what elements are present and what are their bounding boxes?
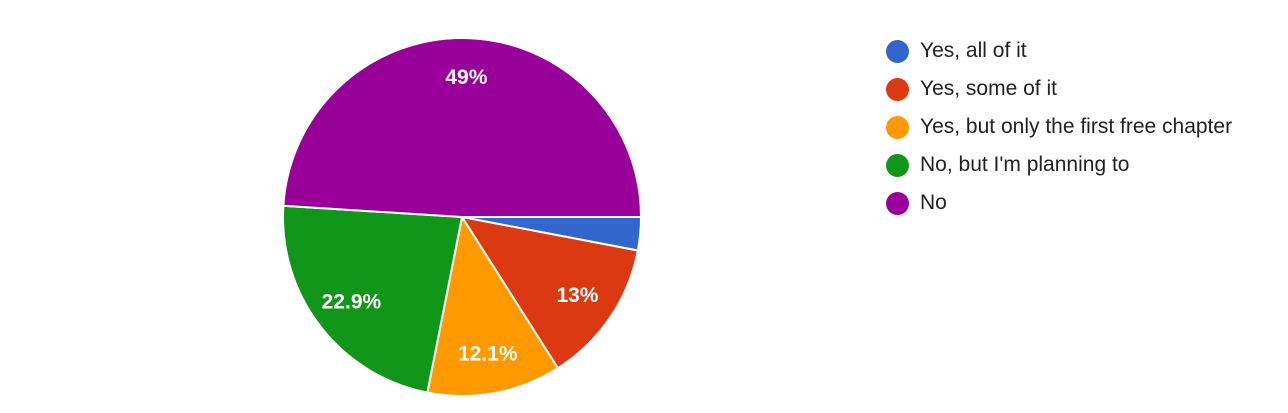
pie-slices [282, 37, 643, 397]
legend-swatch-yes-all [886, 39, 909, 63]
legend-swatch-yes-some [886, 77, 909, 101]
chart-legend: Yes, all of it Yes, some of it Yes, but … [886, 32, 1232, 222]
legend-label-no: No [920, 191, 947, 214]
pie-label-no: 49% [445, 66, 487, 89]
legend-item-no[interactable]: No [886, 184, 1232, 222]
pie-slice-no[interactable] [282, 37, 643, 218]
legend-label-first-chapter: Yes, but only the first free chapter [920, 115, 1233, 138]
legend-label-yes-some: Yes, some of it [920, 77, 1057, 100]
legend-item-planning[interactable]: No, but I'm planning to [886, 146, 1232, 184]
pie-label-planning: 22.9% [322, 291, 382, 314]
pie-slice-yes-some[interactable] [459, 215, 639, 370]
legend-swatch-first-chapter [886, 115, 909, 139]
legend-swatch-no [886, 191, 909, 215]
legend-item-first-chapter[interactable]: Yes, but only the first free chapter [886, 108, 1232, 146]
legend-item-yes-all[interactable]: Yes, all of it [886, 32, 1232, 70]
pie-label-yes-some: 13% [556, 284, 598, 307]
pie-chart: 13% 12.1% 22.9% 49% [282, 37, 643, 397]
pie-slice-labels: 13% 12.1% 22.9% 49% [322, 66, 599, 366]
legend-item-yes-some[interactable]: Yes, some of it [886, 70, 1232, 108]
legend-label-yes-all: Yes, all of it [920, 39, 1027, 62]
pie-label-first-chapter: 12.1% [458, 343, 518, 366]
pie-slice-first-chapter[interactable] [426, 214, 560, 397]
pie-slice-planning[interactable] [282, 204, 464, 394]
legend-swatch-planning [886, 153, 909, 177]
legend-label-planning: No, but I'm planning to [920, 153, 1130, 176]
